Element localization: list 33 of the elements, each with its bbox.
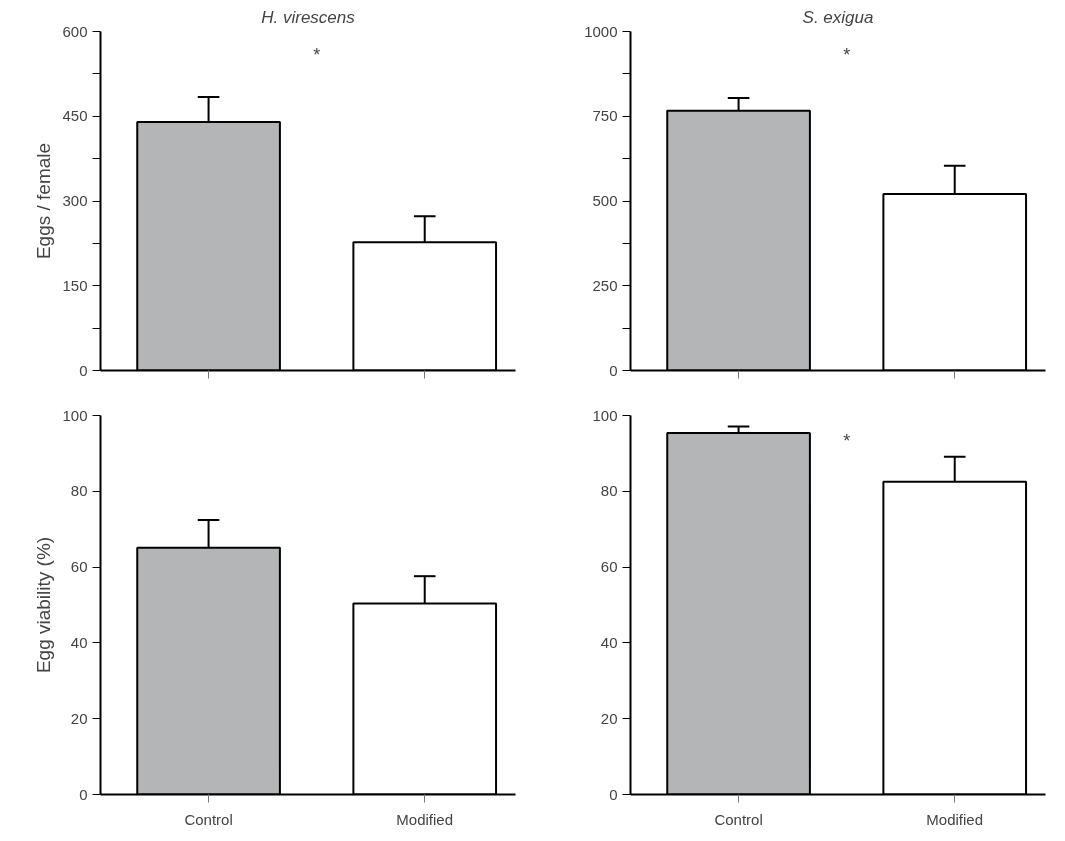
y-tick-label: 40: [600, 633, 618, 651]
y-tick-label: 20: [600, 709, 618, 727]
y-tick-label: 40: [70, 633, 88, 651]
y-tick-label: 450: [62, 107, 88, 125]
y-tick-label: 80: [70, 482, 88, 500]
y-tick-label: 60: [600, 558, 618, 576]
y-tick-label: 0: [79, 785, 88, 803]
x-tick-label: Modified: [396, 810, 454, 828]
x-tick-label: Modified: [926, 810, 984, 828]
y-tick-label: 60: [70, 558, 88, 576]
y-tick-label: 0: [79, 361, 88, 379]
y-tick-label: 0: [609, 361, 618, 379]
y-tick-label: 250: [592, 276, 618, 294]
annotation: *: [843, 45, 851, 66]
y-tick-label: 500: [592, 192, 618, 209]
y-tick-label: 600: [62, 22, 88, 40]
chart-title: H. virescens: [261, 7, 356, 27]
y-axis-title: Egg viability (%): [33, 536, 55, 674]
x-tick-label: Control: [184, 810, 233, 828]
y-tick-label: 1000: [584, 22, 618, 40]
annotation: *: [313, 45, 321, 66]
annotation: *: [843, 430, 851, 451]
y-tick-label: 20: [70, 709, 88, 727]
y-tick-label: 80: [600, 482, 618, 500]
chart-title: S. exigua: [802, 7, 874, 27]
y-axis-title: Eggs / female: [33, 142, 55, 260]
y-tick-label: 100: [592, 406, 618, 424]
y-tick-label: 150: [62, 276, 88, 294]
x-tick-label: Control: [714, 810, 763, 828]
y-tick-label: 100: [62, 406, 88, 424]
y-tick-label: 750: [592, 107, 618, 125]
y-tick-label: 300: [62, 192, 88, 209]
y-tick-label: 0: [609, 785, 618, 803]
